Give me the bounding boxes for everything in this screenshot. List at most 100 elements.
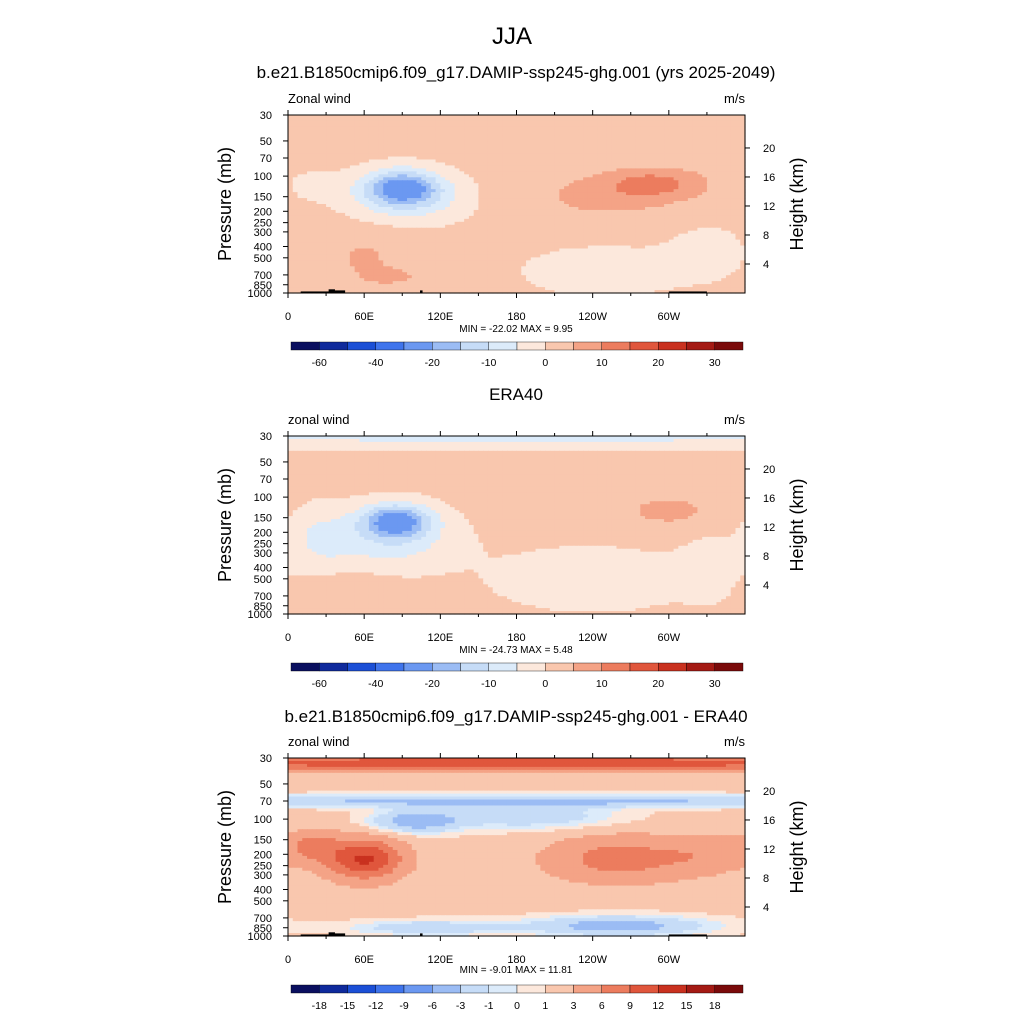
heatmap-cell [635, 126, 641, 131]
heatmap-cell [687, 141, 694, 146]
heatmap-cell [640, 132, 646, 137]
heatmap-cell [716, 129, 722, 134]
heatmap-cell [387, 123, 394, 128]
heatmap-cell [478, 126, 484, 131]
heatmap-cell [587, 117, 594, 122]
heatmap-cell [549, 132, 556, 137]
heatmap-cell [468, 132, 475, 137]
heatmap-cell [497, 126, 503, 131]
heatmap-cell [664, 138, 670, 143]
heatmap-cell [407, 129, 413, 134]
heatmap-cell [297, 115, 303, 119]
heatmap-cell [625, 141, 632, 146]
heatmap-cell [683, 141, 689, 146]
heatmap-cell [578, 123, 584, 128]
heatmap-cell [502, 126, 508, 131]
heatmap-cell [683, 123, 689, 128]
heatmap-cell [497, 117, 503, 122]
heatmap-cell [430, 120, 437, 125]
heatmap-cell [297, 138, 303, 143]
heatmap-cell [606, 138, 613, 143]
heatmap-cell [407, 132, 413, 137]
heatmap-cell [625, 138, 632, 143]
heatmap-cell [664, 141, 670, 146]
heatmap-cell [540, 135, 546, 140]
heatmap-cell [506, 141, 513, 146]
heatmap-cell [483, 120, 489, 125]
heatmap-cell [497, 138, 503, 143]
heatmap-cell [502, 132, 508, 137]
heatmap-cell [535, 138, 541, 143]
heatmap-cell [311, 129, 318, 134]
heatmap-cell [411, 135, 418, 140]
heatmap-cell [573, 115, 579, 119]
heatmap-cell [592, 117, 599, 122]
heatmap-cell [340, 132, 346, 137]
heatmap-cell [483, 126, 489, 131]
heatmap-cell [573, 132, 579, 137]
heatmap-cell [678, 138, 684, 143]
heatmap-cell [545, 138, 551, 143]
heatmap-cell [668, 120, 675, 125]
heatmap-cell [616, 115, 622, 119]
heatmap-cell [716, 117, 722, 122]
heatmap-cell [535, 123, 541, 128]
heatmap-cell [659, 132, 665, 137]
heatmap-cell [478, 138, 484, 143]
heatmap-cell [307, 117, 313, 122]
heatmap-cell [687, 126, 694, 131]
heatmap-cell [568, 115, 575, 119]
heatmap-cell [721, 115, 727, 119]
heatmap-cell [706, 135, 713, 140]
heatmap-cell [435, 135, 441, 140]
y-axis-title-right: Height (km) [787, 157, 807, 250]
heatmap-cell [416, 141, 422, 146]
heatmap-cell [621, 132, 627, 137]
heatmap-cell [307, 135, 313, 140]
heatmap-cell [492, 115, 499, 119]
heatmap-cell [435, 141, 441, 146]
heatmap-cell [516, 132, 522, 137]
heatmap-cell [349, 129, 356, 134]
heatmap-cell [521, 123, 527, 128]
heatmap-cell [630, 123, 637, 128]
heatmap-cell [316, 117, 322, 122]
heatmap-cell [354, 120, 361, 125]
heatmap-cell [373, 115, 380, 119]
heatmap-cell [373, 123, 380, 128]
heatmap-cell [540, 129, 546, 134]
heatmap-cell [621, 115, 627, 119]
heatmap-cell [611, 123, 618, 128]
heatmap-cell [516, 135, 522, 140]
heatmap-cell [297, 132, 303, 137]
heatmap-cell [654, 132, 660, 137]
heatmap-cell [597, 120, 603, 125]
heatmap-cell [706, 126, 713, 131]
heatmap-cell [492, 141, 499, 146]
heatmap-cell [616, 129, 622, 134]
heatmap-cell [559, 123, 565, 128]
heatmap-cell [521, 120, 527, 125]
heatmap-cell [602, 132, 608, 137]
units-string: m/s [724, 91, 745, 106]
heatmap-cell [535, 126, 541, 131]
heatmap-cell [573, 138, 579, 143]
heatmap-cell [673, 132, 679, 137]
heatmap-cell [516, 129, 522, 134]
heatmap-cell [668, 135, 675, 140]
heatmap-cell [611, 126, 618, 131]
heatmap-cell [711, 141, 718, 146]
heatmap-cell [326, 123, 332, 128]
heatmap-cell [649, 138, 656, 143]
heatmap-cell [387, 138, 394, 143]
heatmap-cell [654, 135, 660, 140]
heatmap-cell [326, 141, 332, 146]
heatmap-cell [535, 115, 541, 119]
heatmap-cell [464, 115, 470, 119]
heatmap-cell [697, 141, 703, 146]
heatmap-cell [416, 117, 422, 122]
heatmap-cell [464, 123, 470, 128]
heatmap-cell [311, 117, 318, 122]
heatmap-cell [721, 120, 727, 125]
heatmap-cell [654, 129, 660, 134]
